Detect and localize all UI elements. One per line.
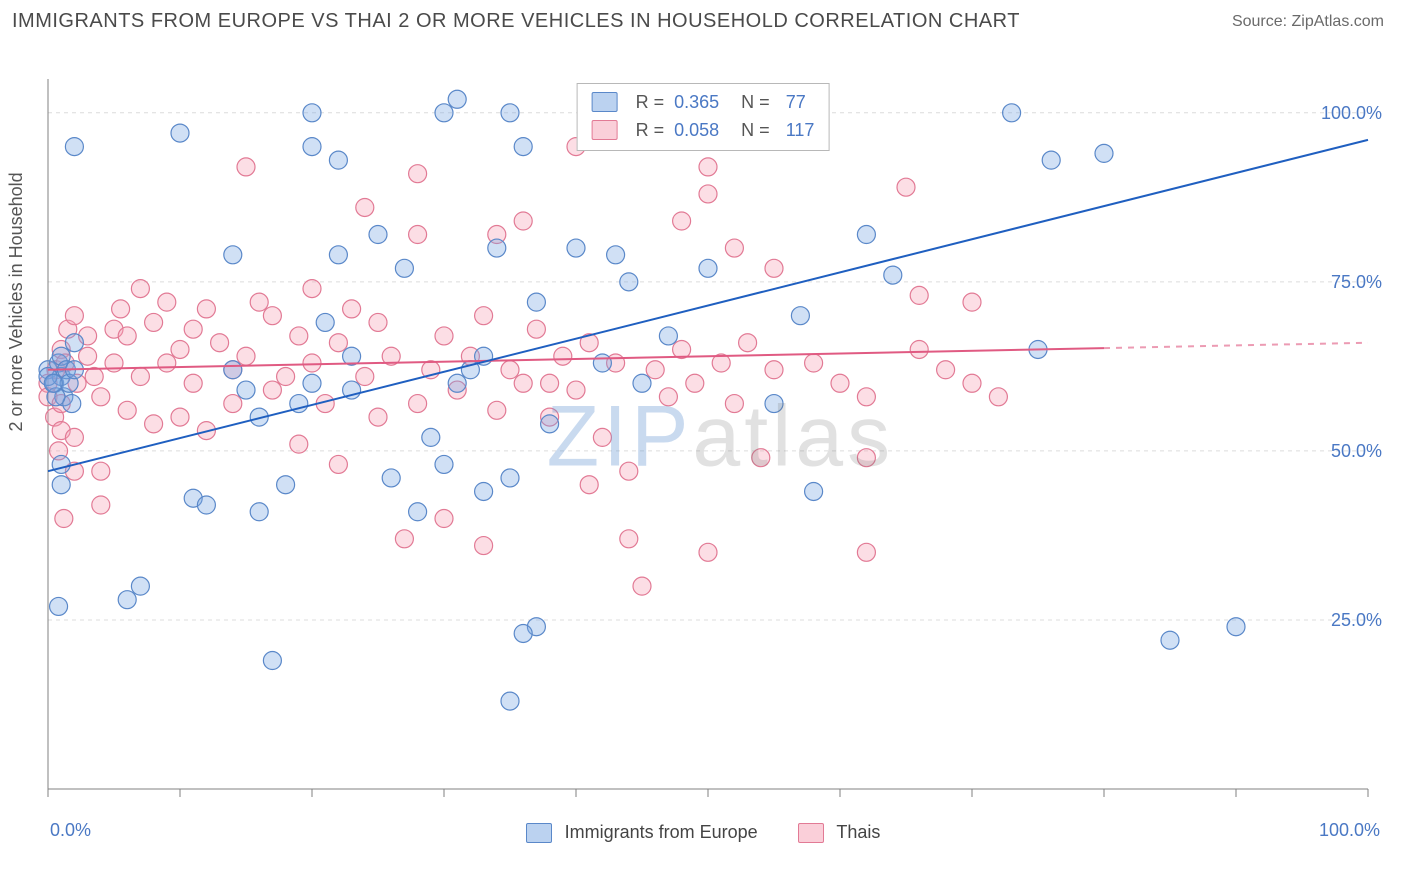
legend-swatch-europe xyxy=(592,92,618,112)
y-axis-label: 2 or more Vehicles in Household xyxy=(6,172,27,431)
correlation-legend: R = 0.365 N = 77 R = 0.058 N = 117 xyxy=(577,83,830,151)
y-tick-label: 75.0% xyxy=(1331,272,1382,293)
source-label: Source: ZipAtlas.com xyxy=(1232,13,1384,31)
y-tick-label: 25.0% xyxy=(1331,610,1382,631)
page-title: IMMIGRANTS FROM EUROPE VS THAI 2 OR MORE… xyxy=(12,10,1020,33)
legend-swatch-thai xyxy=(592,120,618,140)
legend-r-label: R = xyxy=(636,88,665,116)
legend-r-europe: 0.365 xyxy=(674,88,719,116)
legend-n-thai: 117 xyxy=(786,116,815,144)
legend-swatch-icon xyxy=(526,823,552,843)
legend-item-thai: Thais xyxy=(798,822,881,843)
series-legend: Immigrants from Europe Thais xyxy=(0,822,1406,843)
legend-swatch-icon xyxy=(798,823,824,843)
y-tick-label: 100.0% xyxy=(1321,103,1382,124)
chart-area: 2 or more Vehicles in Household ZIPatlas… xyxy=(0,37,1406,847)
scatter-chart xyxy=(0,37,1406,847)
y-tick-label: 50.0% xyxy=(1331,441,1382,462)
legend-item-europe: Immigrants from Europe xyxy=(526,822,758,843)
legend-r-thai: 0.058 xyxy=(674,116,719,144)
legend-n-europe: 77 xyxy=(786,88,806,116)
legend-n-label: N = xyxy=(741,88,770,116)
